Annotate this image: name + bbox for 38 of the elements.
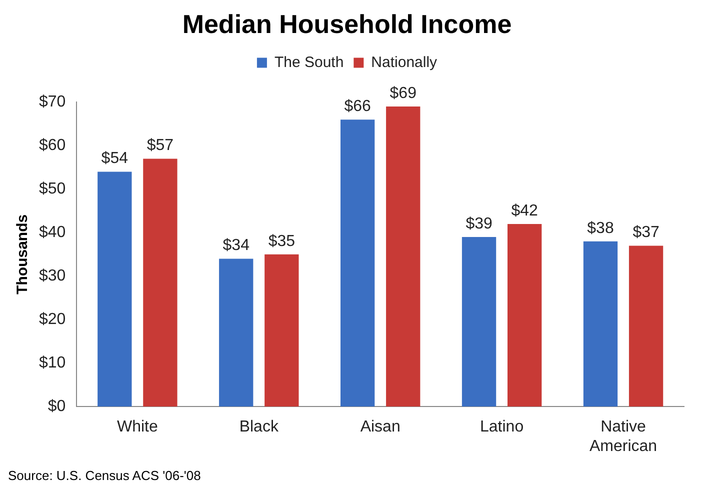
bar xyxy=(462,237,496,407)
legend-label: Nationally xyxy=(371,54,438,71)
data-label: $54 xyxy=(101,150,128,168)
bar xyxy=(583,241,618,407)
bar xyxy=(98,172,132,407)
x-tick-label: Black xyxy=(239,418,280,436)
y-tick-label: $20 xyxy=(38,311,66,328)
chart-title: Median Household Income xyxy=(182,8,512,39)
data-label: $57 xyxy=(146,137,174,154)
y-tick-label: $70 xyxy=(38,94,66,111)
bar xyxy=(508,224,542,407)
data-label: $34 xyxy=(222,237,250,254)
y-tick-label: $60 xyxy=(38,137,66,154)
y-axis-title: Thousands xyxy=(14,214,32,294)
data-label: $66 xyxy=(344,98,372,115)
y-tick-label: $10 xyxy=(38,354,66,372)
x-tick-label: Native American xyxy=(589,418,658,455)
y-tick-label: $50 xyxy=(38,180,66,198)
data-label: $39 xyxy=(466,215,492,232)
bar xyxy=(219,258,254,407)
data-label: $38 xyxy=(587,220,614,237)
bar xyxy=(264,254,299,407)
data-label: $37 xyxy=(632,224,660,242)
y-tick-label: $0 xyxy=(48,398,66,416)
bar xyxy=(628,246,664,407)
y-tick-label: $30 xyxy=(38,268,66,285)
data-label: $42 xyxy=(511,202,538,220)
bar xyxy=(143,158,178,407)
bar xyxy=(340,120,375,407)
data-label: $69 xyxy=(390,84,417,102)
data-label: $35 xyxy=(268,232,296,250)
x-tick-label: Aisan xyxy=(360,418,400,436)
x-tick-label: White xyxy=(116,418,158,436)
bar xyxy=(386,106,420,407)
x-tick-label: Latino xyxy=(480,418,524,436)
y-tick-label: $40 xyxy=(38,224,66,242)
source-note: Source: U.S. Census ACS '06-'08 xyxy=(8,468,201,483)
legend-label: The South xyxy=(274,54,344,71)
